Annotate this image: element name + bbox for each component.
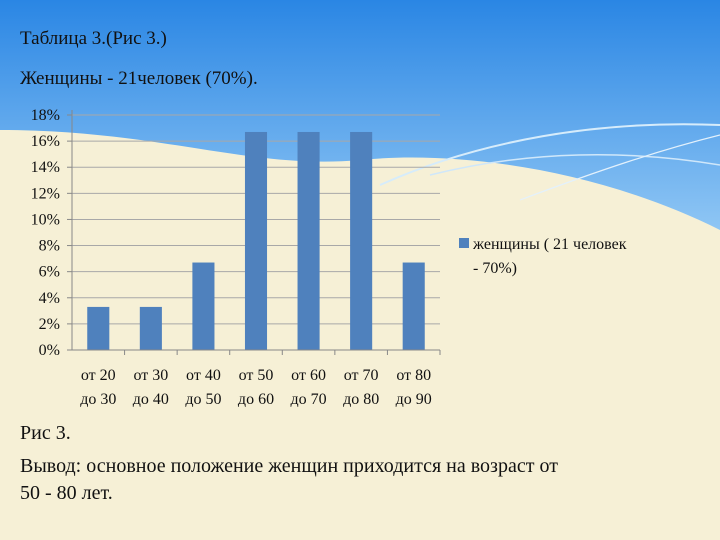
conclusion-text: 50 - 80 лет. [20,482,113,504]
y-tick-label: 0% [39,342,60,359]
y-tick-label: 14% [31,159,60,176]
light-wave-curve [429,154,720,176]
legend-label: - 70%) [473,260,517,277]
x-category-label: от 70 [344,367,379,384]
bar [139,306,162,350]
x-category-label: от 20 [81,367,116,384]
bar [402,262,425,350]
y-tick-label: 18% [31,107,60,124]
x-category-label: от 50 [239,367,274,384]
x-category-label: до 80 [343,391,379,408]
slide-title: Таблица 3.(Рис 3.) [20,28,167,49]
x-category-label: до 40 [133,391,169,408]
x-category-label: до 30 [80,391,116,408]
y-tick-label: 16% [31,133,60,150]
legend-label: женщины ( 21 человек [472,236,627,253]
figure-caption: Рис 3. [20,422,71,444]
bar [244,131,268,350]
light-wave-curve [519,134,720,201]
y-tick-label: 6% [39,264,60,281]
y-tick-label: 4% [39,290,60,307]
bar [192,262,215,350]
x-category-label: от 30 [133,367,168,384]
y-tick-label: 8% [39,238,60,255]
conclusion-text: Вывод: основное положение женщин приходи… [20,455,558,477]
axes [67,110,441,355]
x-category-label: до 60 [238,391,274,408]
x-category-label: от 60 [291,367,326,384]
x-category-label: до 70 [291,391,327,408]
x-axis-category-labels: от 20 до 30 от 30 до 40 от 40 до 50 от 50 до 60… [80,367,432,408]
legend-swatch [459,238,469,248]
bar [87,306,110,350]
y-axis-tick-labels: 0% 2% 4% 6% 8% 10% 12% 14% 16% 18% [31,107,60,359]
y-tick-label: 10% [31,211,60,228]
bar-chart: 0% 2% 4% 6% 8% 10% 12% 14% 16% 18% от 20 до 30 от 3… [31,107,627,408]
bar [297,131,320,350]
x-category-label: от 40 [186,367,221,384]
bars [87,131,425,350]
legend: женщины ( 21 человек - 70%) [459,236,627,277]
y-tick-label: 12% [31,185,60,202]
x-category-label: до 50 [185,391,221,408]
light-wave-curve [379,123,720,186]
y-tick-label: 2% [39,316,60,333]
bar [350,131,373,350]
x-category-label: от 80 [396,367,431,384]
x-category-label: до 90 [396,391,432,408]
slide-subtitle: Женщины - 21человек (70%). [20,68,258,89]
